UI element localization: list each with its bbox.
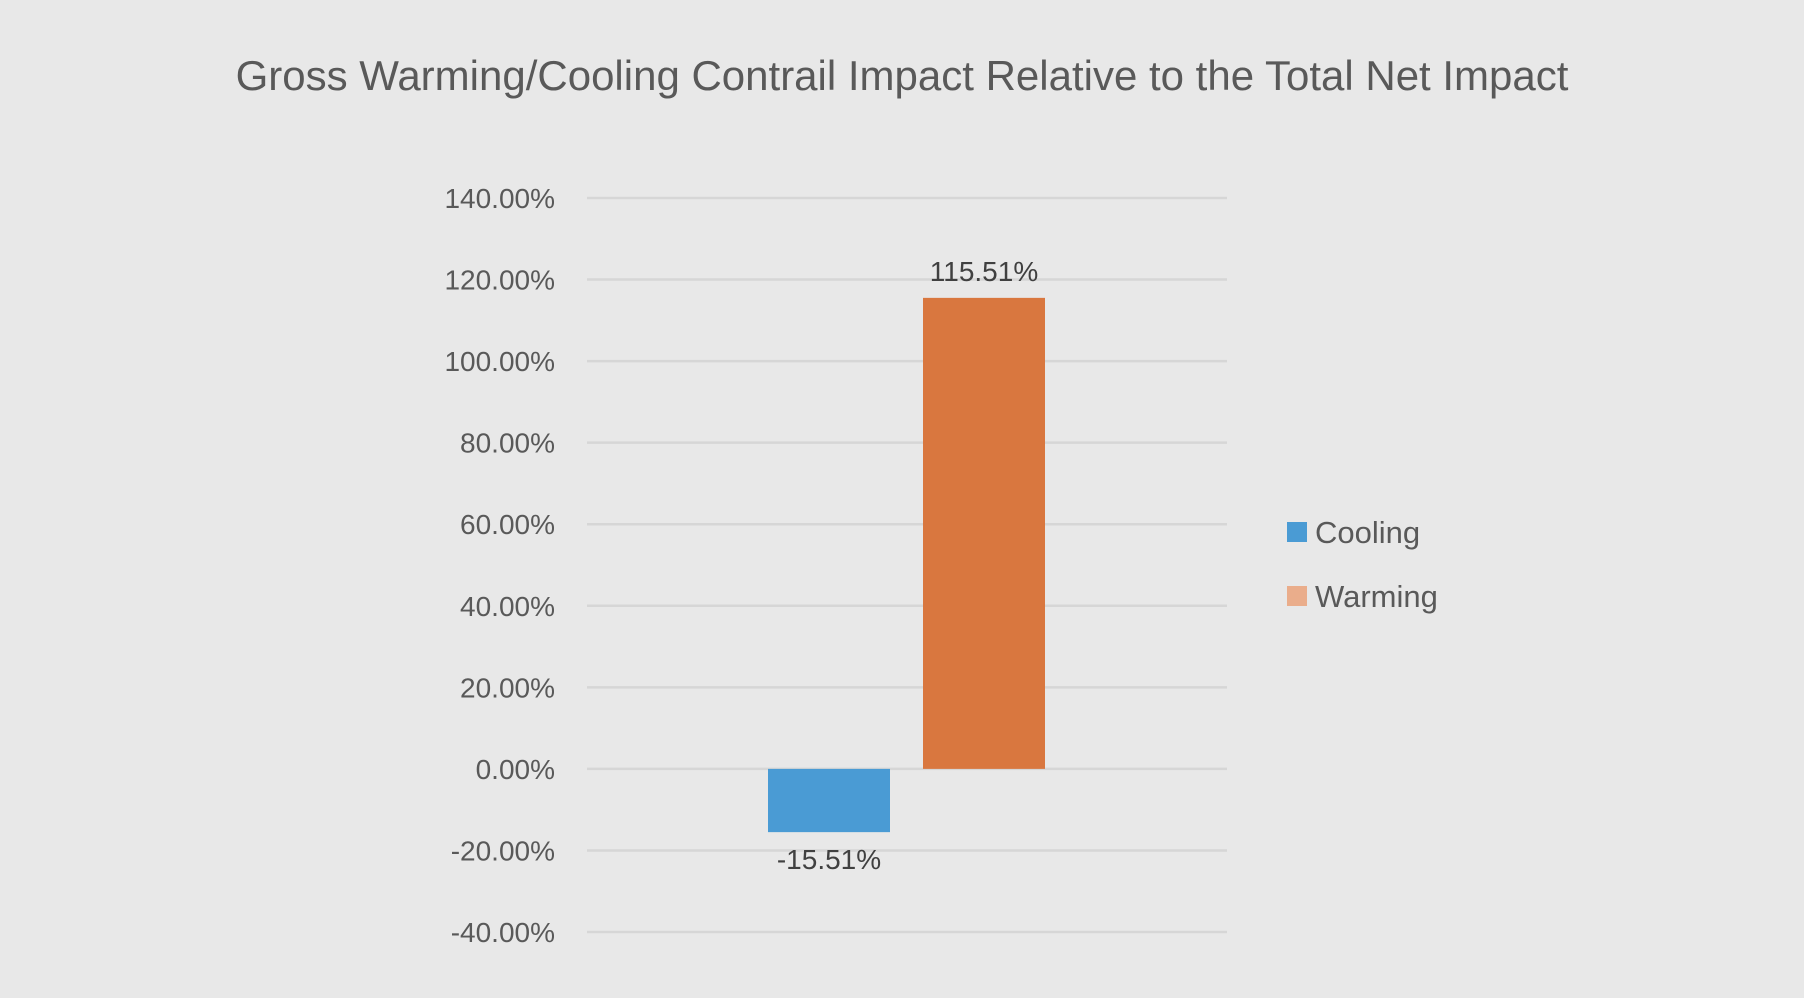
data-label-warming: 115.51%	[930, 256, 1038, 287]
y-tick-label: -20.00%	[451, 835, 555, 866]
bar-cooling	[768, 768, 890, 833]
legend-label-warming: Warming	[1315, 579, 1438, 614]
legend-swatch-warming	[1287, 586, 1307, 606]
y-tick-label: 60.00%	[460, 509, 555, 540]
y-tick-label: 20.00%	[460, 672, 555, 703]
chart-title: Gross Warming/Cooling Contrail Impact Re…	[235, 52, 1569, 99]
y-tick-label: 120.00%	[444, 265, 555, 296]
legend-label-cooling: Cooling	[1315, 515, 1420, 550]
y-tick-label: 0.00%	[476, 754, 555, 785]
y-tick-label: 40.00%	[460, 591, 555, 622]
bar-warming	[923, 297, 1045, 769]
data-label-cooling: -15.51%	[777, 844, 881, 875]
y-tick-label: 140.00%	[444, 183, 555, 214]
y-tick-label: 80.00%	[460, 428, 555, 459]
y-tick-label: -40.00%	[451, 917, 555, 948]
legend-swatch-cooling	[1287, 522, 1307, 542]
y-tick-label: 100.00%	[444, 346, 555, 377]
